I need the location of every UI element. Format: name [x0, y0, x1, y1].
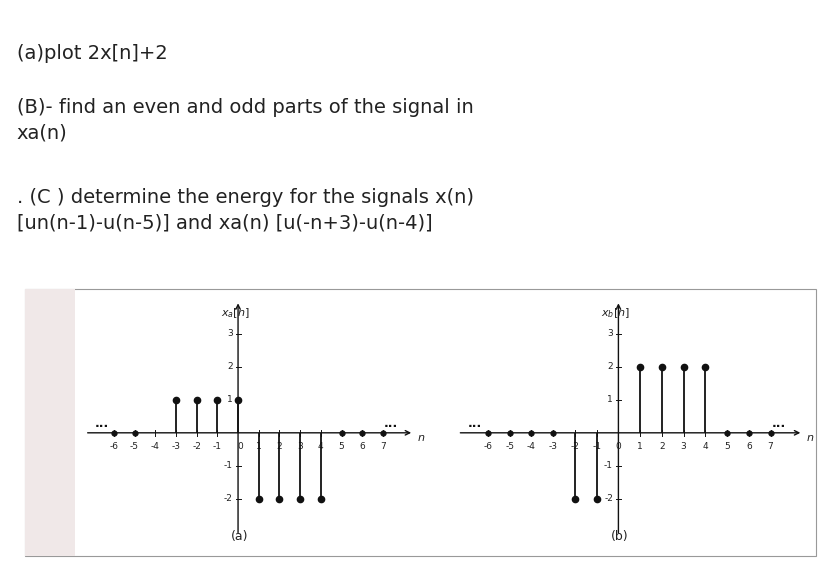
Text: (b): (b)	[610, 530, 628, 543]
Text: 3: 3	[680, 442, 686, 451]
Text: ...: ...	[94, 417, 108, 430]
Text: 2: 2	[227, 362, 232, 371]
Text: 1: 1	[637, 442, 643, 451]
Text: -5: -5	[504, 442, 514, 451]
Text: 2: 2	[607, 362, 612, 371]
Text: 0: 0	[614, 442, 620, 451]
Text: 1: 1	[227, 395, 232, 404]
Text: (a): (a)	[231, 530, 248, 543]
Text: 1: 1	[606, 395, 612, 404]
Text: 6: 6	[745, 442, 751, 451]
Text: 1: 1	[256, 442, 261, 451]
Text: -4: -4	[527, 442, 535, 451]
Text: -1: -1	[603, 462, 612, 471]
Text: (a)plot 2x[n]+2: (a)plot 2x[n]+2	[17, 44, 167, 63]
Text: -2: -2	[570, 442, 579, 451]
Text: -3: -3	[548, 442, 557, 451]
Text: ...: ...	[467, 417, 481, 430]
Text: 7: 7	[380, 442, 385, 451]
Text: 3: 3	[227, 329, 232, 338]
Text: -6: -6	[483, 442, 492, 451]
Text: 0: 0	[237, 442, 243, 451]
Text: 5: 5	[338, 442, 344, 451]
Text: -4: -4	[151, 442, 160, 451]
Text: $x_b[n]$: $x_b[n]$	[600, 306, 629, 320]
Text: ...: ...	[772, 417, 786, 430]
Text: 4: 4	[318, 442, 323, 451]
Text: $n$: $n$	[417, 433, 425, 443]
Text: 2: 2	[658, 442, 664, 451]
Text: 7: 7	[767, 442, 772, 451]
Text: $x_a[n]$: $x_a[n]$	[221, 306, 250, 320]
Text: -1: -1	[591, 442, 600, 451]
Text: -3: -3	[171, 442, 180, 451]
Text: 5: 5	[724, 442, 729, 451]
Text: 3: 3	[297, 442, 303, 451]
Text: $n$: $n$	[805, 433, 814, 443]
Text: ...: ...	[384, 417, 398, 430]
Text: -1: -1	[213, 442, 222, 451]
Text: -2: -2	[604, 494, 612, 503]
Text: -2: -2	[192, 442, 201, 451]
Text: 4: 4	[701, 442, 707, 451]
Text: (B)- find an even and odd parts of the signal in
xa(n): (B)- find an even and odd parts of the s…	[17, 99, 473, 142]
Text: -6: -6	[109, 442, 118, 451]
Text: 6: 6	[359, 442, 365, 451]
Text: -1: -1	[223, 462, 232, 471]
Text: . (C ) determine the energy for the signals x(n)
[un(n-1)-u(n-5)] and xa(n) [u(-: . (C ) determine the energy for the sign…	[17, 188, 473, 232]
Text: 3: 3	[606, 329, 612, 338]
Text: -5: -5	[130, 442, 139, 451]
Text: -2: -2	[224, 494, 232, 503]
Text: 2: 2	[276, 442, 282, 451]
